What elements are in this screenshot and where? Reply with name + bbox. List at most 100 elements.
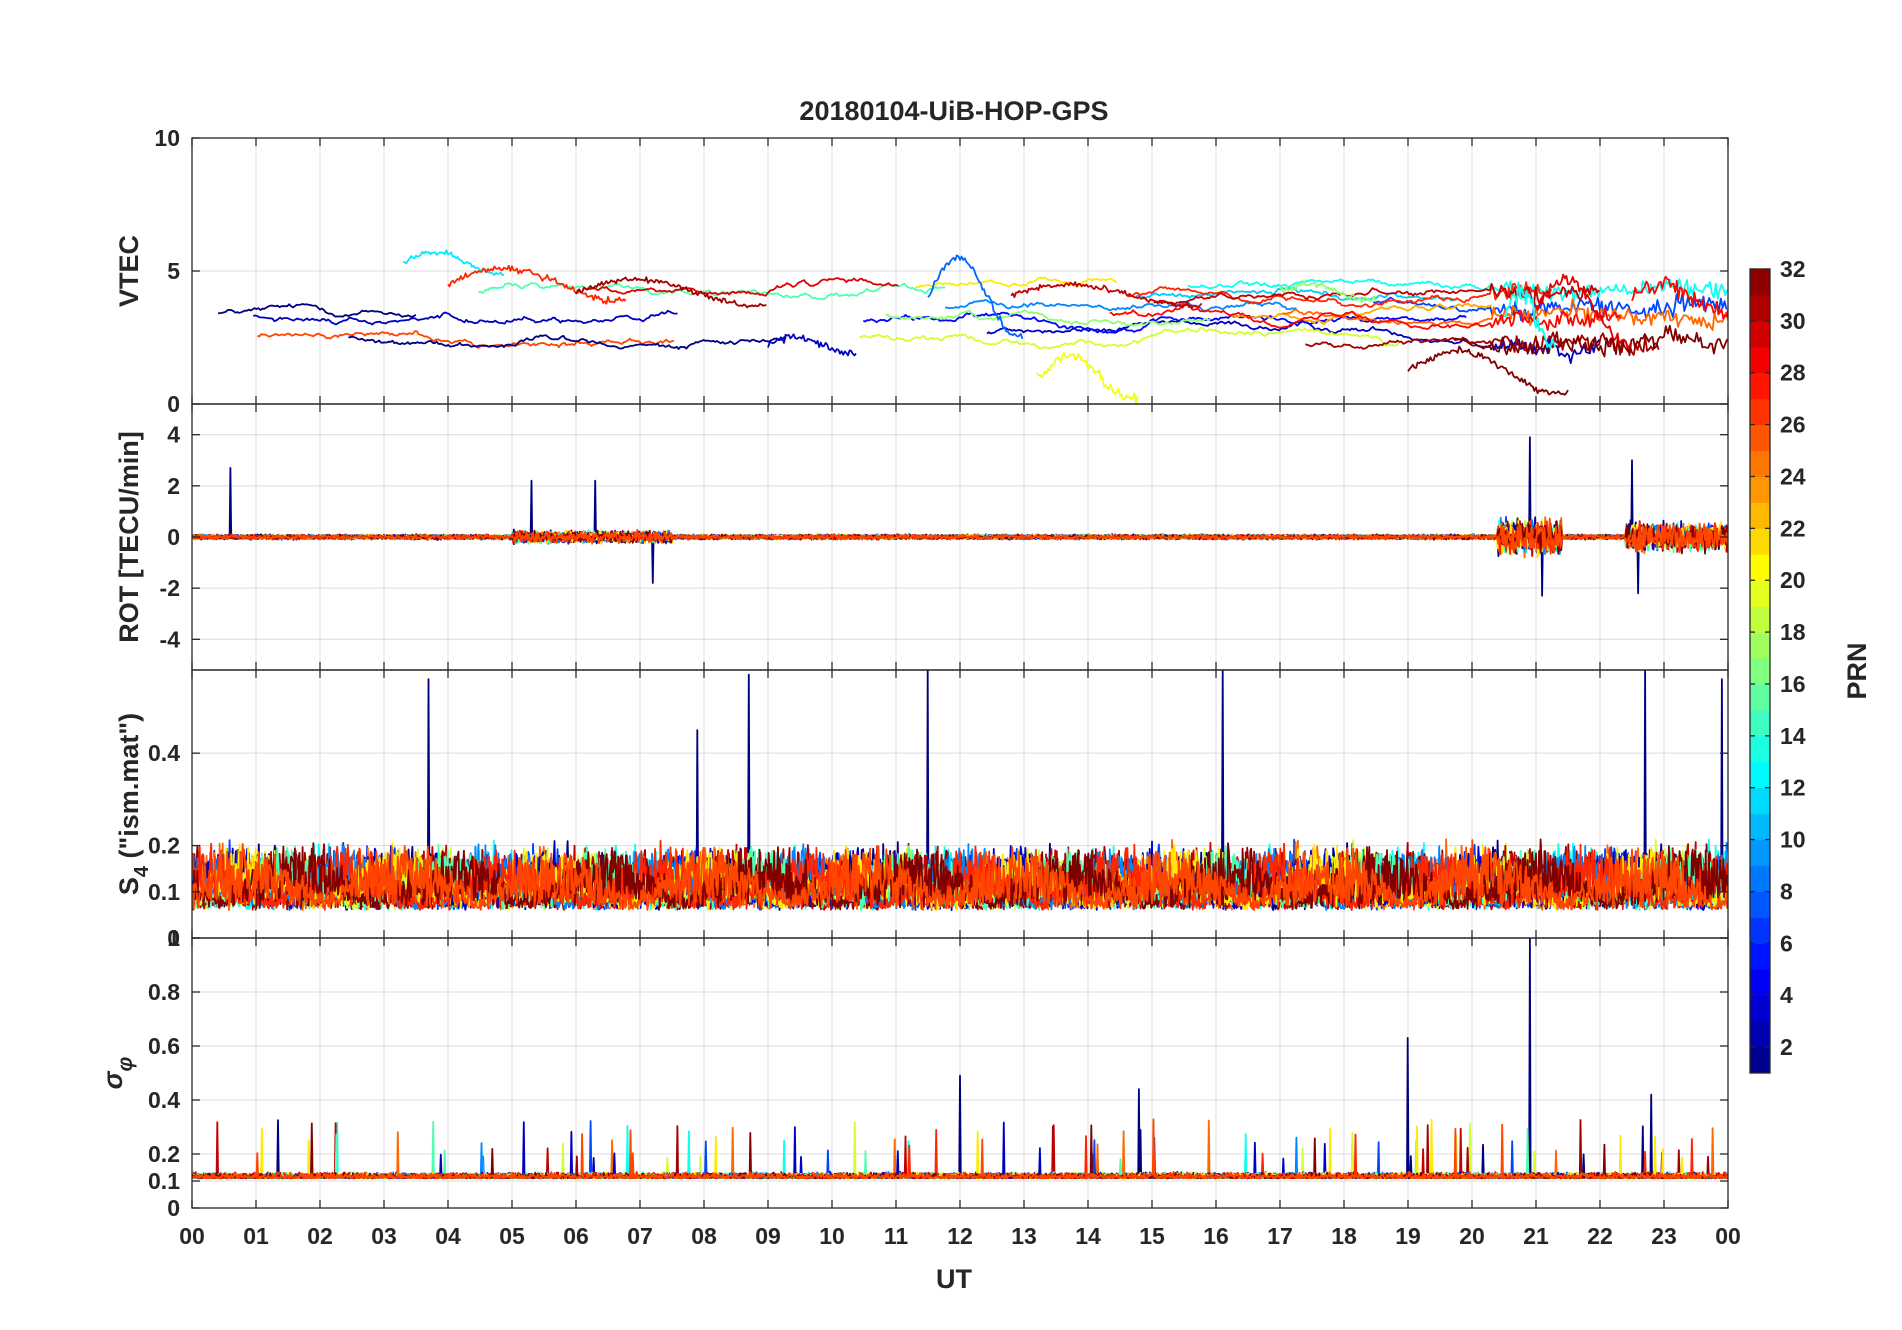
y-tick-label: 0.1 xyxy=(148,879,180,905)
colorbar-segment xyxy=(1750,969,1770,996)
vtec-prn-13 xyxy=(1503,281,1557,349)
colorbar-segment xyxy=(1750,346,1770,374)
y-tick-label: -4 xyxy=(160,626,181,652)
vtec-y-label: VTEC xyxy=(114,235,144,307)
x-tick-label: 04 xyxy=(435,1223,461,1249)
colorbar-segment xyxy=(1750,450,1770,477)
panel-rot: -4 -2 0 2 4 ROT [TECU/min] xyxy=(114,403,1729,671)
colorbar-segment xyxy=(1750,398,1770,426)
x-tick-label: 08 xyxy=(691,1223,717,1249)
vtec-trace xyxy=(1187,278,1728,305)
colorbar-segment xyxy=(1750,891,1770,918)
colorbar-tick-label: 12 xyxy=(1780,775,1806,801)
colorbar-segment xyxy=(1750,476,1770,503)
x-tick-label: 10 xyxy=(819,1223,845,1249)
colorbar-segment xyxy=(1750,735,1770,763)
colorbar-segment xyxy=(1750,372,1770,400)
x-tick-label: 14 xyxy=(1075,1223,1101,1249)
colorbar-segment xyxy=(1750,528,1770,555)
colorbar-segment xyxy=(1750,554,1770,581)
panel-s4: 0 0.1 0.2 0.4S4 ("ism.mat") xyxy=(114,669,1729,951)
vtec-trace xyxy=(1282,298,1728,331)
colorbar-tick-label: 8 xyxy=(1780,878,1793,904)
vtec-trace xyxy=(348,334,787,350)
colorbar-segment xyxy=(1750,709,1770,737)
vtec-prn-17 xyxy=(1279,280,1377,303)
vtec-trace xyxy=(1135,286,1457,302)
panel-vtec: 0 5 10 VTEC xyxy=(114,125,1729,417)
colorbar-segment xyxy=(1750,1021,1770,1048)
colorbar-tick-label: 10 xyxy=(1780,827,1806,853)
colorbar-tick-label: 22 xyxy=(1780,515,1806,541)
y-tick-label: -2 xyxy=(160,575,180,601)
vtec-prn-30 xyxy=(1010,281,1203,309)
s4-y-label: S4 ("ism.mat") xyxy=(114,713,153,895)
colorbar-segment xyxy=(1750,294,1770,322)
colorbar-segment xyxy=(1750,658,1770,685)
y-tick-label: 0.2 xyxy=(148,833,180,859)
colorbar-label: PRN xyxy=(1842,642,1872,699)
colorbar-tick-label: 14 xyxy=(1780,723,1806,749)
x-axis-label: UT xyxy=(936,1264,972,1294)
colorbar-tick-label: 2 xyxy=(1780,1034,1793,1060)
x-tick-label: 16 xyxy=(1203,1223,1229,1249)
colorbar-segment xyxy=(1750,606,1770,633)
vtec-prn-28 xyxy=(1631,275,1728,320)
vtec-trace xyxy=(584,277,899,297)
y-tick-label: 5 xyxy=(167,258,180,284)
vtec-trace xyxy=(257,330,675,349)
colorbar-segment xyxy=(1750,580,1770,607)
x-tick-label: 13 xyxy=(1011,1223,1037,1249)
s4-series-group xyxy=(192,670,1728,912)
y-tick-label: 0.6 xyxy=(148,1033,180,1059)
y-tick-label: 0.2 xyxy=(148,1141,180,1167)
colorbar-segment xyxy=(1750,839,1770,867)
sigma_phi-y-label: σφ xyxy=(98,1056,137,1089)
y-tick-label: 0 xyxy=(167,1195,180,1221)
vtec-trace xyxy=(1126,281,1552,308)
x-tick-label: 07 xyxy=(627,1223,653,1249)
y-tick-label: 0.4 xyxy=(148,1087,180,1113)
vtec-prn-20 xyxy=(1036,352,1139,404)
colorbar-segment xyxy=(1750,787,1770,815)
x-tick-label: 21 xyxy=(1523,1223,1549,1249)
vtec-trace xyxy=(253,309,678,326)
vtec-trace xyxy=(914,276,1118,289)
colorbar-tick-label: 6 xyxy=(1780,930,1793,956)
vtec-trace xyxy=(1372,292,1728,322)
vtec-prn-29 xyxy=(1535,273,1633,349)
colorbar-segment xyxy=(1750,683,1770,711)
colorbar-segment xyxy=(1750,320,1770,348)
x-tick-label: 15 xyxy=(1139,1223,1165,1249)
x-tick-label: 22 xyxy=(1587,1223,1613,1249)
colorbar-tick-label: 30 xyxy=(1780,308,1806,334)
colorbar-frame xyxy=(1749,268,1771,1074)
x-tick-label: 01 xyxy=(243,1223,269,1249)
vtec-prn-32 xyxy=(1407,345,1569,396)
vtec-trace xyxy=(859,326,1400,350)
x-tick-label: 17 xyxy=(1267,1223,1293,1249)
vtec-trace xyxy=(217,303,417,318)
vtec-trace xyxy=(1305,331,1660,356)
vtec-prn-27 xyxy=(447,264,627,305)
colorbar-tick-label: 18 xyxy=(1780,619,1806,645)
colorbar-segment xyxy=(1750,813,1770,841)
vtec-trace xyxy=(1230,302,1493,325)
vtec-trace xyxy=(945,299,1297,312)
vtec-trace xyxy=(863,311,1467,334)
vtec-trace xyxy=(1454,324,1728,358)
x-tick-label: 02 xyxy=(307,1223,333,1249)
sigma_phi-trace xyxy=(192,1118,1728,1180)
colorbar-tick-label: 26 xyxy=(1780,412,1806,438)
colorbar-tick-label: 32 xyxy=(1780,256,1806,282)
rot-series-group xyxy=(192,436,1728,597)
y-tick-label: 2 xyxy=(167,473,180,499)
y-tick-label: 0.1 xyxy=(148,1168,180,1194)
rot-trace xyxy=(192,517,1728,554)
colorbar-tick-label: 24 xyxy=(1780,463,1806,489)
colorbar-segment xyxy=(1750,502,1770,529)
